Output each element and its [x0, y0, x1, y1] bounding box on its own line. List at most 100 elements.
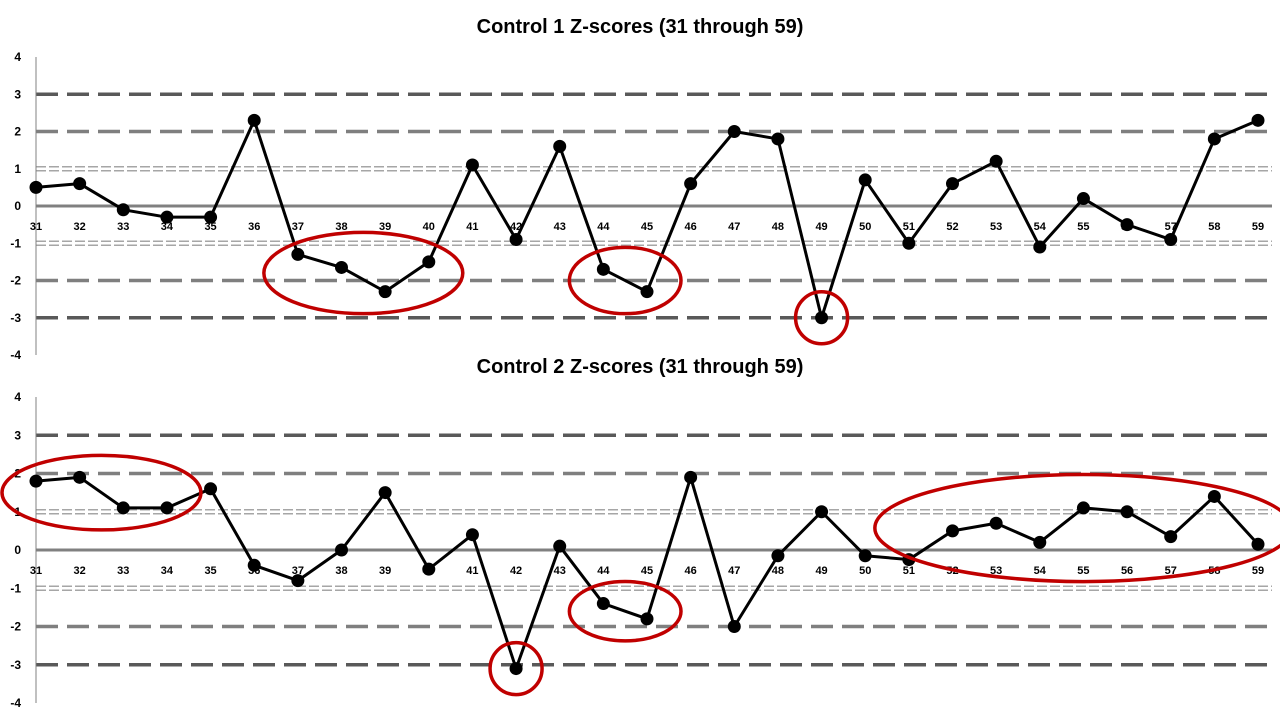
data-point	[815, 311, 829, 325]
data-point	[1076, 501, 1090, 515]
highlight-ellipse	[873, 472, 1280, 584]
x-tick-label: 31	[30, 565, 42, 577]
data-point	[291, 247, 305, 261]
x-tick-label: 48	[772, 565, 784, 577]
x-tick-label: 35	[204, 565, 216, 577]
x-tick-label: 58	[1208, 221, 1220, 233]
highlight-ellipses	[0, 453, 1280, 697]
data-point	[902, 236, 916, 250]
data-point	[73, 177, 87, 191]
data-point	[596, 262, 610, 276]
data-point	[1207, 489, 1221, 503]
x-tick-label: 47	[728, 221, 740, 233]
x-tick-label: 47	[728, 565, 740, 577]
data-point	[335, 543, 348, 557]
data-point	[378, 486, 392, 500]
x-tick-labels: 3132333435363738394041424344454647484950…	[30, 565, 1264, 577]
chart-axes	[35, 397, 1272, 703]
x-tick-label: 49	[815, 565, 827, 577]
data-point	[465, 158, 479, 172]
data-point	[1120, 505, 1134, 519]
highlight-ellipse	[567, 579, 683, 643]
data-point	[946, 524, 959, 538]
x-tick-label: 54	[1034, 565, 1047, 577]
data-point	[1120, 218, 1134, 232]
data-point	[684, 470, 698, 484]
data-point-markers	[29, 113, 1265, 325]
x-tick-label: 37	[292, 565, 304, 577]
data-point	[29, 474, 43, 488]
x-tick-label: 55	[1077, 565, 1089, 577]
data-point	[335, 260, 348, 274]
x-tick-label: 32	[74, 221, 86, 233]
data-point	[116, 203, 130, 217]
x-tick-label: 46	[685, 221, 697, 233]
control-limit-lines	[36, 92, 1272, 320]
data-point	[1164, 530, 1178, 544]
x-tick-label: 59	[1252, 221, 1264, 233]
y-tick-label: -3	[10, 658, 21, 672]
x-tick-label: 38	[335, 565, 347, 577]
data-point-markers	[29, 470, 1265, 676]
x-tick-label: 40	[423, 221, 435, 233]
data-point	[989, 516, 1003, 530]
data-point	[160, 210, 174, 224]
x-tick-label: 46	[685, 565, 697, 577]
data-point	[422, 562, 436, 576]
y-tick-label: -2	[10, 274, 21, 288]
data-point	[73, 470, 87, 484]
x-tick-label: 54	[1034, 221, 1047, 233]
x-tick-label: 59	[1252, 565, 1264, 577]
x-tick-label: 33	[117, 565, 129, 577]
x-tick-label: 43	[554, 565, 566, 577]
x-tick-label: 56	[1121, 565, 1133, 577]
x-tick-label: 39	[379, 565, 391, 577]
data-point	[378, 285, 392, 299]
y-tick-label: 3	[14, 428, 21, 442]
x-tick-label: 36	[248, 221, 260, 233]
x-tick-label: 55	[1077, 221, 1089, 233]
x-tick-label: 45	[641, 565, 653, 577]
chart-axes	[35, 57, 1272, 355]
x-tick-label: 53	[990, 221, 1002, 233]
x-tick-label: 35	[204, 221, 216, 233]
y-tick-label: 4	[14, 390, 21, 404]
y-tick-label: -4	[10, 348, 21, 362]
data-point	[204, 482, 218, 496]
x-tick-label: 42	[510, 565, 522, 577]
data-point	[1033, 240, 1047, 254]
highlight-ellipse	[488, 640, 544, 697]
x-tick-label: 53	[990, 565, 1002, 577]
chart-title: Control 2 Z-scores (31 through 59)	[477, 356, 804, 378]
y-tick-label: 3	[14, 87, 21, 101]
highlight-ellipse	[262, 230, 465, 316]
x-tick-label: 41	[466, 565, 478, 577]
data-point	[247, 113, 261, 127]
x-tick-label: 50	[859, 221, 871, 233]
data-point	[160, 501, 174, 515]
x-tick-label: 38	[335, 221, 347, 233]
y-tick-label: -4	[10, 696, 21, 710]
x-tick-label: 57	[1165, 565, 1177, 577]
data-point	[727, 125, 741, 138]
y-tick-label: 0	[14, 199, 21, 213]
data-point	[771, 132, 785, 146]
x-tick-label: 37	[292, 221, 304, 233]
data-point	[946, 177, 959, 191]
x-tick-label: 32	[74, 565, 86, 577]
data-point	[509, 233, 523, 247]
data-point	[771, 549, 785, 563]
x-tick-label: 51	[903, 565, 915, 577]
x-tick-label: 44	[597, 221, 610, 233]
data-point	[1164, 233, 1178, 247]
data-point	[509, 662, 523, 676]
x-tick-label: 34	[161, 221, 174, 233]
x-tick-label: 43	[554, 221, 566, 233]
x-tick-label: 52	[946, 221, 958, 233]
data-point	[553, 539, 567, 553]
control-2-chart: Control 2 Z-scores (31 through 59) 43210…	[0, 356, 1280, 710]
y-tick-label: -1	[10, 236, 21, 250]
